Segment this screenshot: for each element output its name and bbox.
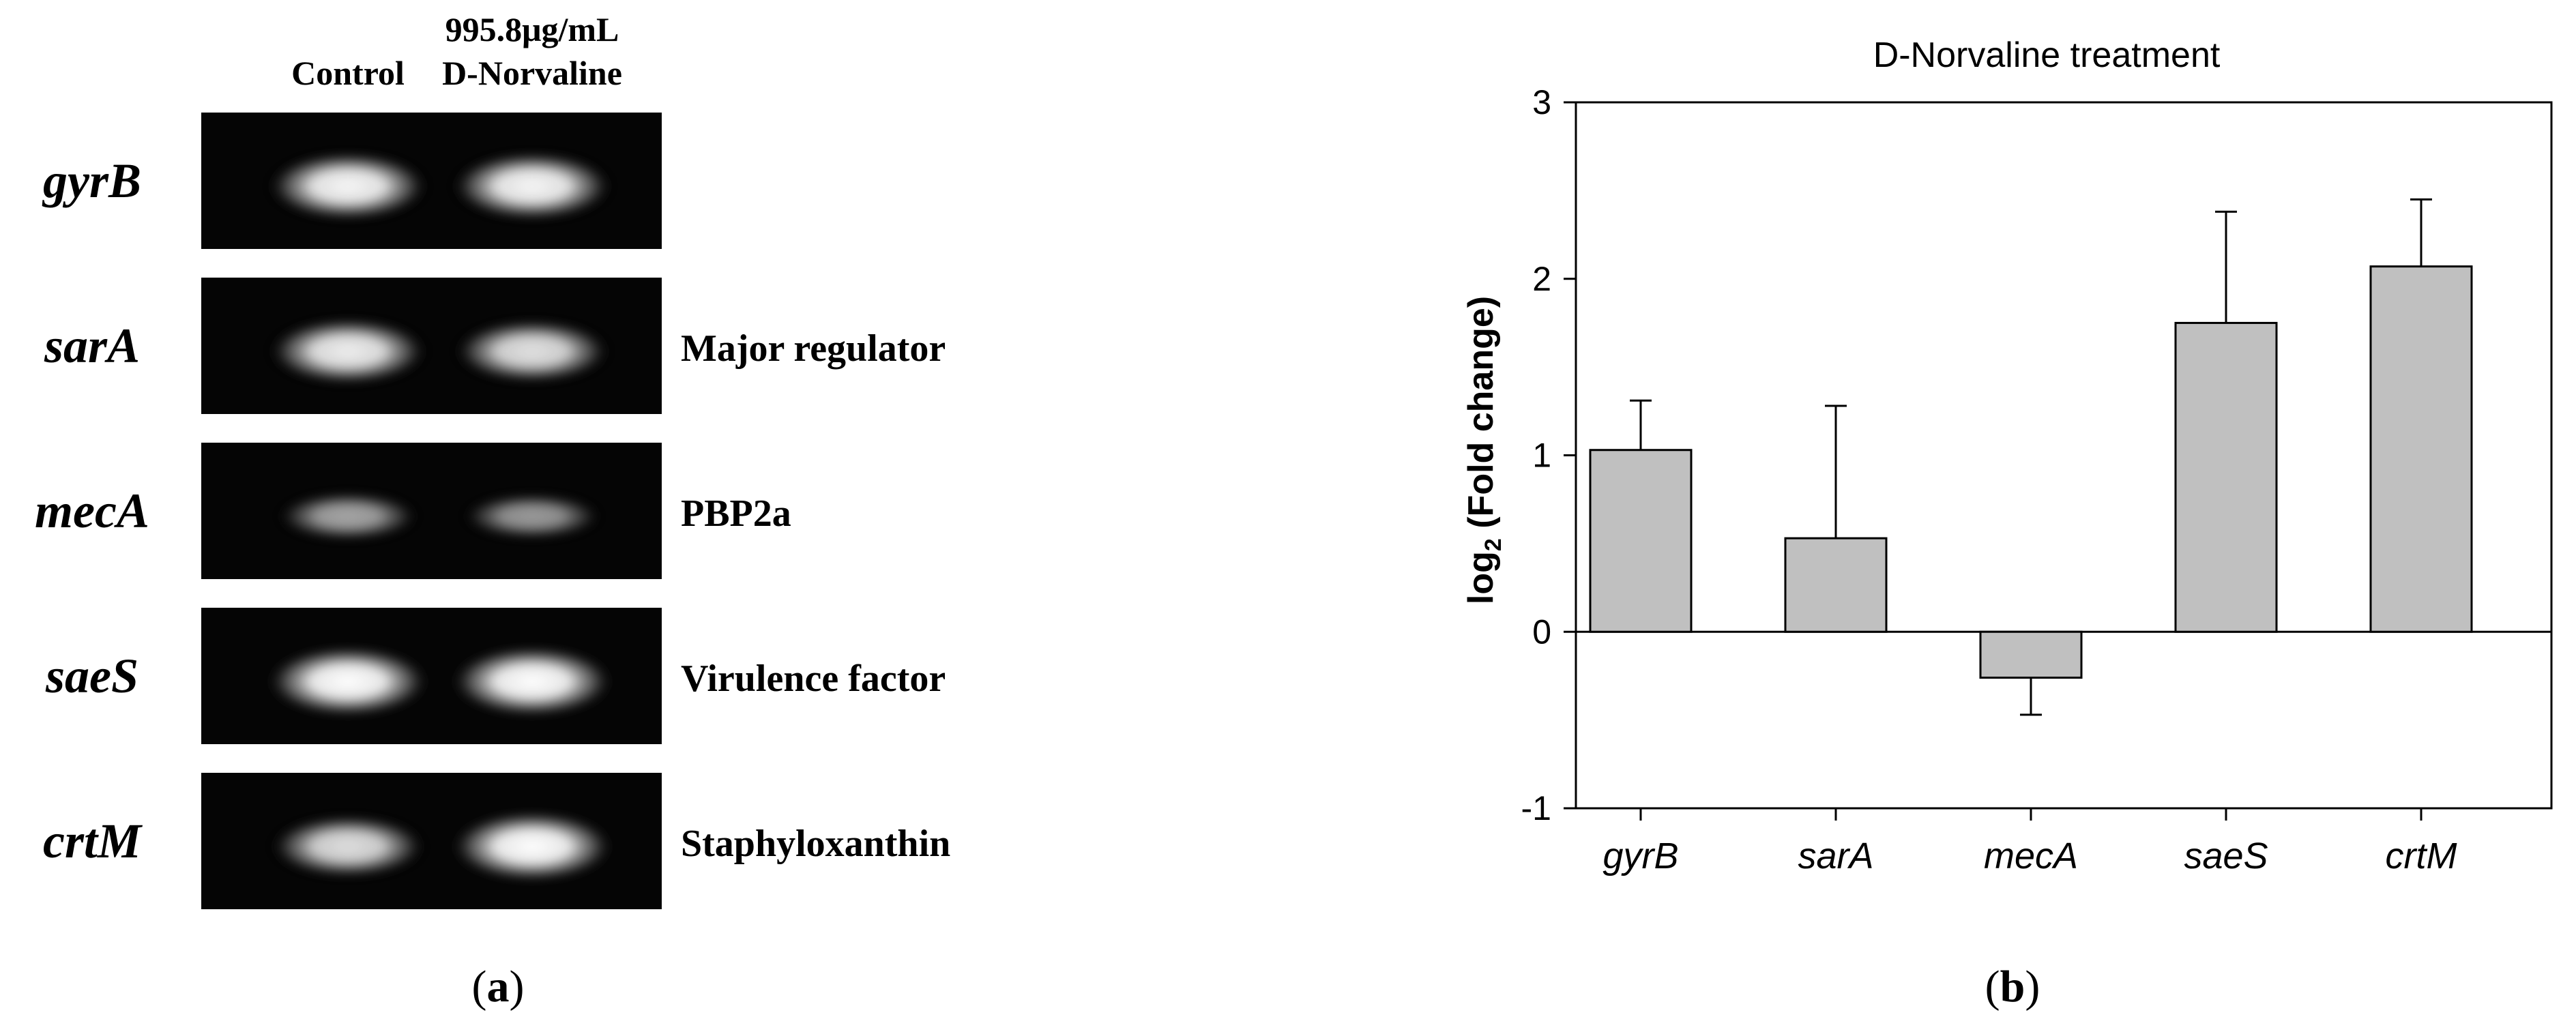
x-tick-label: mecA [1984, 836, 2078, 876]
gel-rows: gyrB sarA Major regulator mecA PBP2a saeS Viru… [35, 113, 950, 909]
x-tick-label: saeS [2184, 836, 2268, 876]
y-tick-label: 2 [1532, 260, 1551, 298]
bar [1784, 537, 1888, 633]
gene-label: gyrB [42, 153, 141, 208]
bar-chart: D-Norvaline treatment log2 (Fold change)… [1461, 35, 2553, 1012]
lane-header-treatment-line1: 995.8μg/mL [445, 10, 619, 48]
gel-band [267, 151, 429, 221]
gel-band [451, 151, 613, 221]
gene-annotation: Major regulator [681, 327, 946, 370]
gel-row: crtM Staphyloxanthin [43, 773, 950, 909]
y-tick-label: -1 [1521, 789, 1551, 827]
y-tick-label: 0 [1532, 613, 1551, 651]
gel-band [266, 646, 430, 717]
y-axis-label-main: log [1461, 551, 1501, 604]
panel-a-caption-open: ( [472, 962, 487, 1012]
y-tick-label: 1 [1532, 437, 1551, 475]
lane-header-control: Control [291, 54, 405, 92]
bar [1979, 630, 2083, 679]
bar [2174, 321, 2278, 633]
gene-annotation: Virulence factor [681, 658, 946, 700]
chart-title: D-Norvaline treatment [1873, 35, 2221, 75]
gel-row: sarA Major regulator [44, 278, 946, 414]
gene-annotation: Staphyloxanthin [681, 823, 950, 865]
panel-b-caption-open: ( [1985, 962, 2000, 1012]
panel-a-caption-close: ) [510, 962, 525, 1012]
gel-row: gyrB [42, 113, 662, 249]
gel-band [454, 319, 611, 383]
y-axis-label: log2 (Fold change) [1461, 296, 1506, 604]
x-tick-label: sarA [1798, 836, 1873, 876]
gene-label: mecA [35, 484, 149, 538]
panel-b-caption: (b) [1985, 962, 2040, 1012]
chart-plot-area: -1 0 1 2 3 gyrB sarA mecA saeS crtM [1521, 83, 2553, 876]
gel-band [277, 492, 419, 541]
gel-band [268, 318, 428, 385]
panel-b-caption-letter: b [2000, 962, 2025, 1012]
bar [1589, 449, 1693, 633]
gel-row: saeS Virulence factor [45, 608, 946, 744]
x-tick-label: gyrB [1602, 836, 1678, 876]
y-axis-label-sub: 2 [1480, 538, 1506, 551]
gene-label: sarA [44, 319, 140, 373]
gene-label: crtM [43, 814, 143, 868]
gel-row: mecA PBP2a [35, 443, 791, 579]
gel-band [450, 811, 614, 882]
panel-a-caption: (a) [472, 962, 525, 1012]
gene-annotation: PBP2a [681, 492, 791, 535]
bar [2369, 265, 2473, 633]
panel-a-caption-letter: a [487, 962, 510, 1012]
gel-band [450, 646, 614, 717]
gel-band [463, 493, 602, 540]
gel-panel: Control 995.8μg/mL D-Norvaline gyrB sarA M… [35, 10, 950, 1012]
gene-label: saeS [45, 649, 138, 703]
y-tick-label: 3 [1532, 83, 1551, 121]
x-tick-label: crtM [2386, 836, 2457, 876]
panel-b-caption-close: ) [2025, 962, 2040, 1012]
lane-header-treatment-line2: D-Norvaline [442, 54, 622, 92]
y-axis-label-rest: (Fold change) [1461, 296, 1501, 538]
gel-band [270, 815, 426, 878]
